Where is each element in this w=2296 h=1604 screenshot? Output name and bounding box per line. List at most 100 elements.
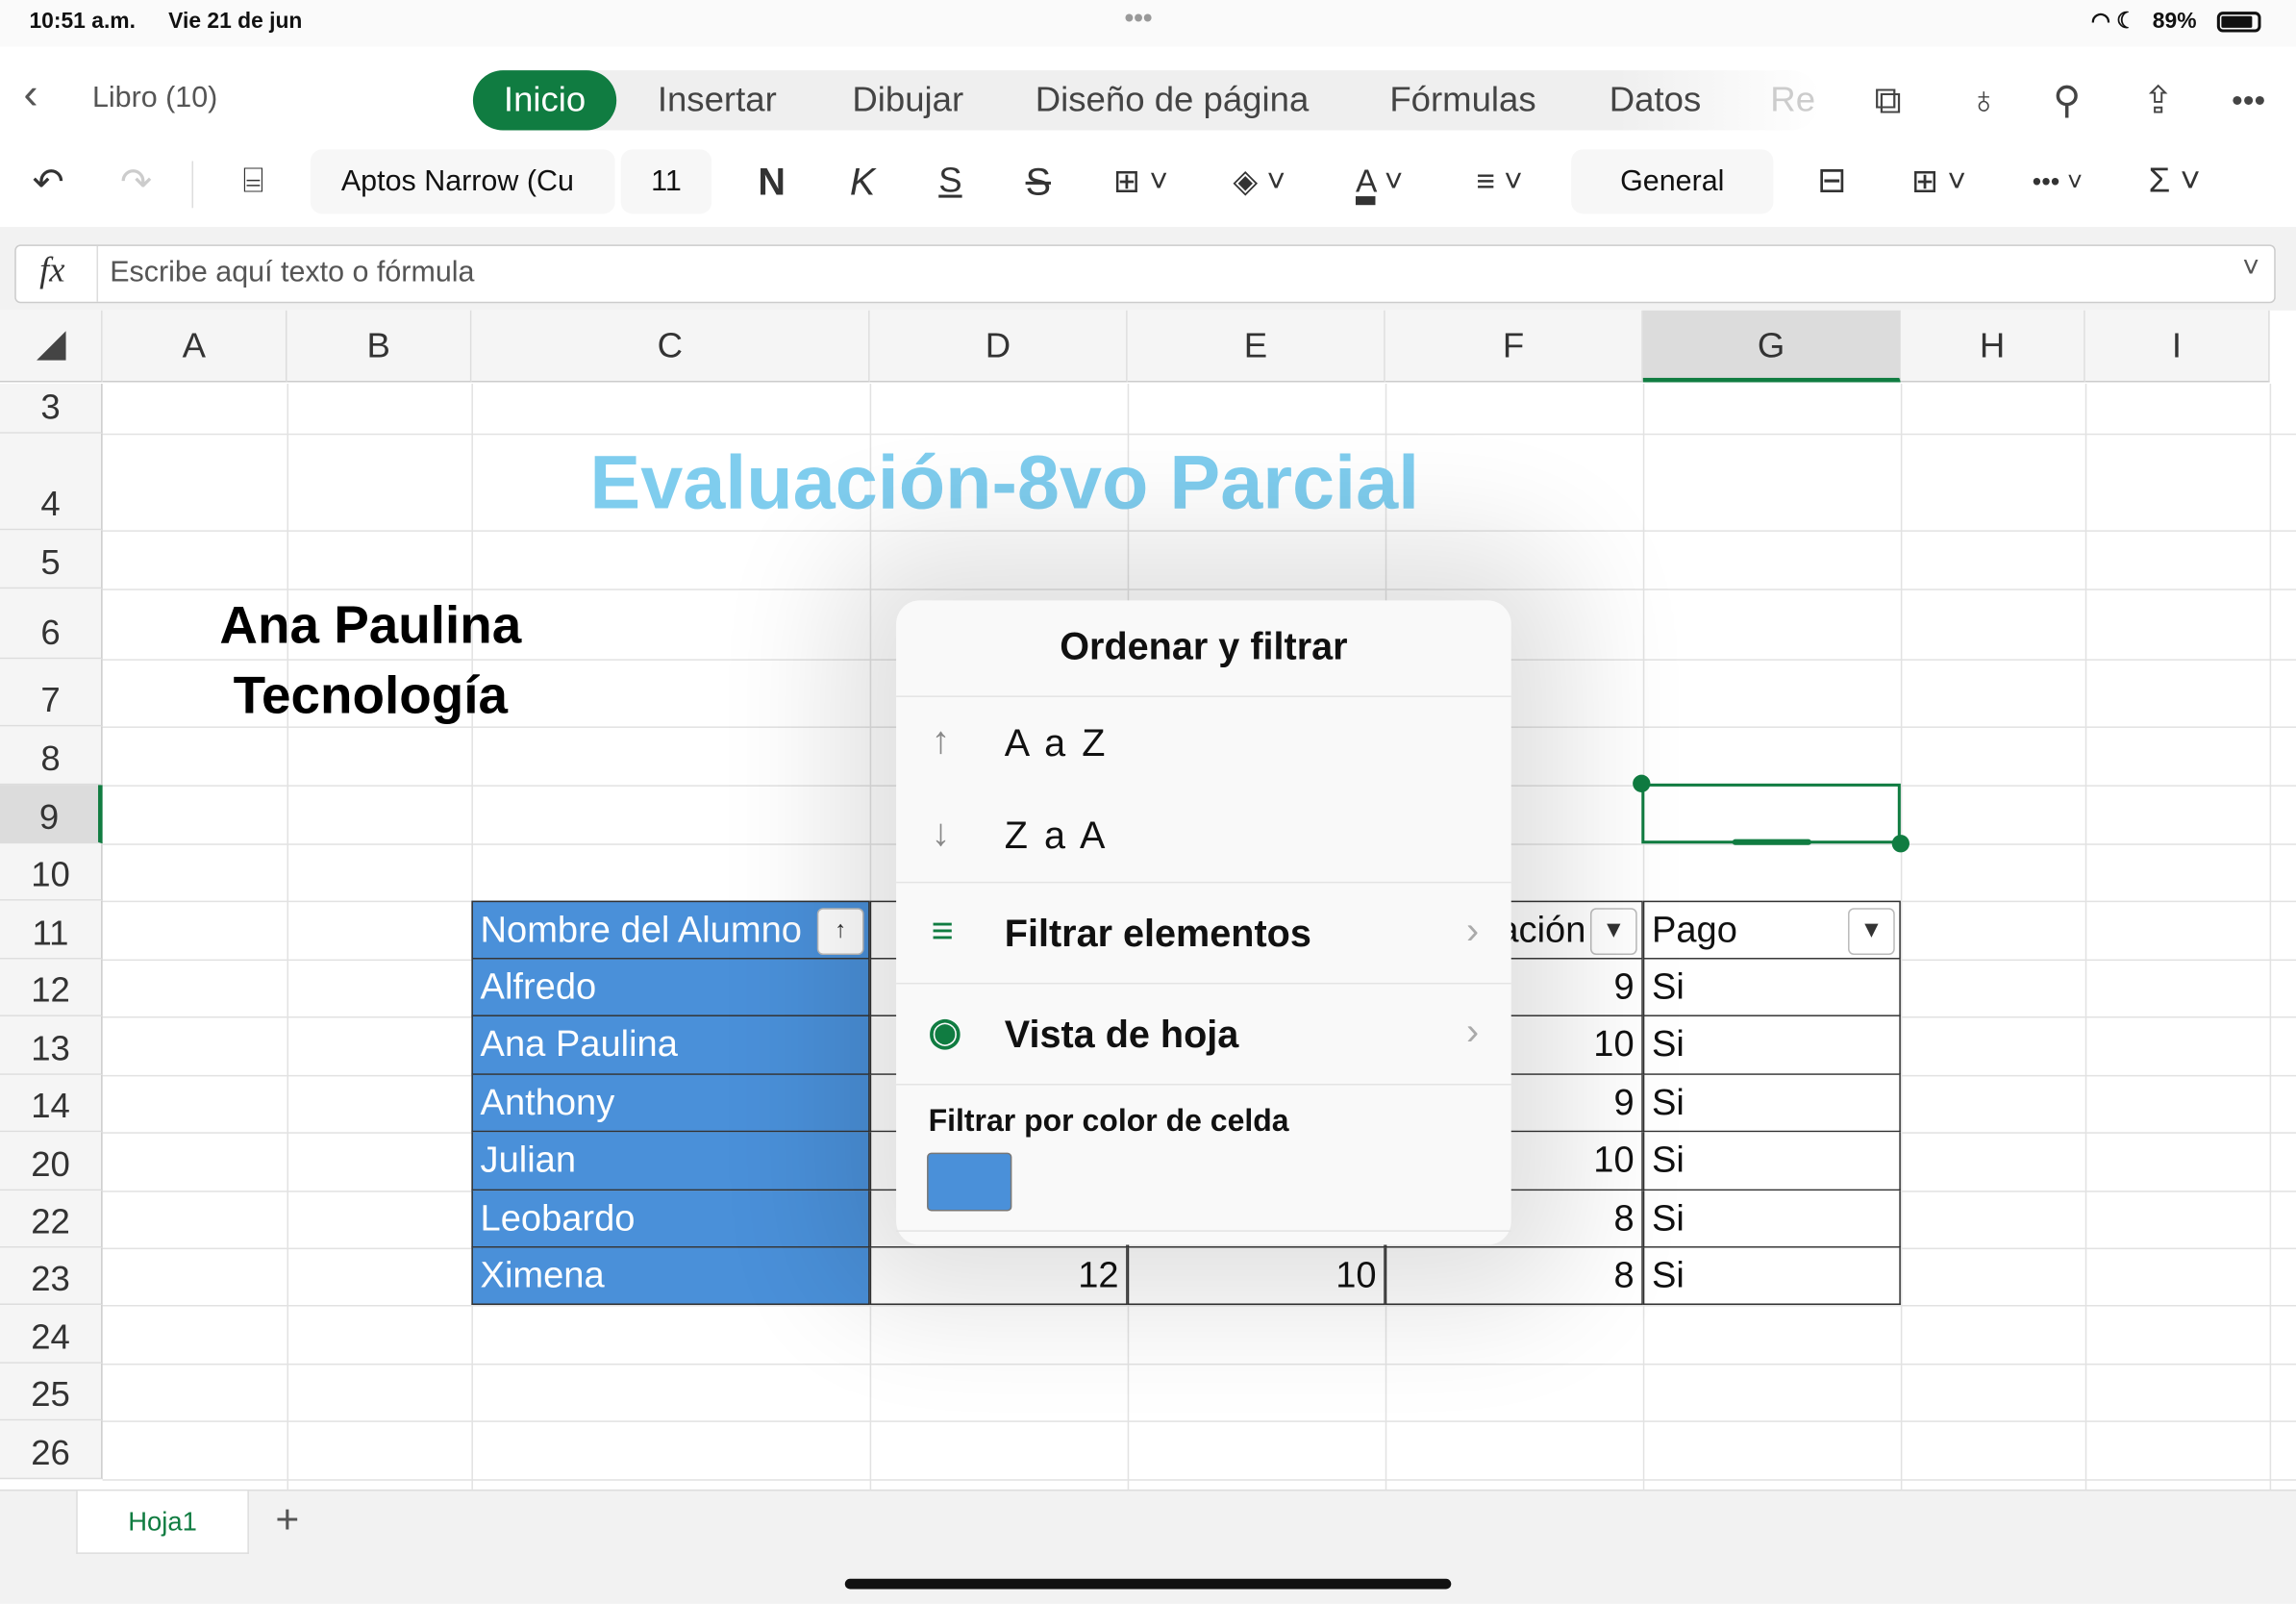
- tab-formulas[interactable]: Fórmulas: [1389, 80, 1536, 120]
- sort-ascending-button[interactable]: ↑: [816, 908, 864, 955]
- gridline: [102, 1363, 2296, 1366]
- multitask-dots-icon[interactable]: •••: [1124, 3, 1153, 33]
- table-cell-G[interactable]: Si: [1642, 1132, 1901, 1191]
- table-cell-E[interactable]: 10: [1127, 1247, 1385, 1305]
- column-header-I[interactable]: I: [2084, 310, 2270, 383]
- row-header-7[interactable]: 7: [0, 659, 103, 727]
- row-header-10[interactable]: 10: [0, 843, 103, 901]
- font-size-select[interactable]: 11: [620, 149, 712, 214]
- redo-icon[interactable]: ↷: [120, 160, 153, 204]
- row-header-12[interactable]: 12: [0, 959, 103, 1016]
- select-all-corner[interactable]: [0, 310, 103, 383]
- tab-dibujar[interactable]: Dibujar: [852, 80, 964, 120]
- row-header-24[interactable]: 24: [0, 1304, 103, 1364]
- table-cell-G[interactable]: Si: [1642, 1247, 1901, 1305]
- table-cell-F[interactable]: 8: [1385, 1247, 1643, 1305]
- row-header-4[interactable]: 4: [0, 433, 103, 531]
- row-header-3[interactable]: 3: [0, 384, 103, 434]
- column-header-E[interactable]: E: [1127, 310, 1385, 383]
- table-cell-C[interactable]: Leobardo: [471, 1190, 870, 1248]
- row-header-11[interactable]: 11: [0, 900, 103, 960]
- column-header-H[interactable]: H: [1900, 310, 2085, 383]
- tab-insertar[interactable]: Insertar: [657, 80, 777, 120]
- tab-diseno-pagina[interactable]: Diseño de página: [1035, 80, 1310, 120]
- column-header-B[interactable]: B: [287, 310, 472, 383]
- row-header-22[interactable]: 22: [0, 1190, 103, 1248]
- filter-dropdown-button[interactable]: ▼: [1589, 908, 1637, 955]
- column-header-A[interactable]: A: [102, 310, 287, 383]
- selection-handle[interactable]: [1891, 835, 1909, 853]
- table-cell-C[interactable]: Anthony: [471, 1074, 870, 1133]
- table-header-G[interactable]: Pago ▼: [1642, 900, 1901, 960]
- table-cell-G[interactable]: Si: [1642, 1190, 1901, 1248]
- table-cell-D[interactable]: 12: [869, 1247, 1128, 1305]
- sort-ascending[interactable]: ↑ A a Z: [896, 717, 1511, 782]
- sheet-title[interactable]: Evaluación-8vo Parcial: [589, 440, 1420, 526]
- table-cell-C[interactable]: Alfredo: [471, 959, 870, 1016]
- table-cell-G[interactable]: Si: [1642, 1015, 1901, 1075]
- table-cell-C[interactable]: Julian: [471, 1132, 870, 1191]
- document-title[interactable]: Libro (10): [91, 82, 218, 114]
- filter-items[interactable]: ≡ Filtrar elementos ›: [896, 908, 1511, 972]
- add-sheet-icon[interactable]: +: [275, 1496, 300, 1542]
- row-header-20[interactable]: 20: [0, 1132, 103, 1191]
- row-header-23[interactable]: 23: [0, 1247, 103, 1305]
- copilot-icon[interactable]: ⧉: [1874, 77, 1902, 122]
- align-icon[interactable]: ≡ ˅: [1476, 163, 1523, 200]
- fill-color-icon[interactable]: ◈ ˅: [1233, 163, 1286, 200]
- tab-inicio[interactable]: Inicio: [472, 70, 617, 131]
- italic-button[interactable]: K: [849, 160, 876, 204]
- column-header-C[interactable]: C: [471, 310, 870, 383]
- row-header-14[interactable]: 14: [0, 1074, 103, 1133]
- selection-handle[interactable]: [1633, 774, 1651, 792]
- table-cell-C[interactable]: Ximena: [471, 1247, 870, 1305]
- selection-grip[interactable]: [1732, 839, 1811, 845]
- row-header-13[interactable]: 13: [0, 1015, 103, 1075]
- undo-icon[interactable]: ↶: [32, 160, 64, 204]
- tab-datos[interactable]: Datos: [1609, 80, 1702, 120]
- number-format-select[interactable]: General: [1571, 149, 1774, 214]
- table-cell-G[interactable]: Si: [1642, 959, 1901, 1016]
- font-name-select[interactable]: Aptos Narrow (Cu: [310, 149, 615, 214]
- color-swatch[interactable]: [927, 1152, 1012, 1212]
- lightbulb-icon[interactable]: ♁: [1969, 77, 1999, 122]
- strikethrough-button[interactable]: S: [1025, 160, 1052, 204]
- back-chevron-icon[interactable]: ‹: [23, 70, 38, 119]
- share-icon[interactable]: ⇪: [2142, 77, 2175, 122]
- row-header-9[interactable]: 9: [0, 785, 103, 844]
- filter-dropdown-button[interactable]: ▼: [1848, 908, 1895, 955]
- bold-button[interactable]: N: [758, 160, 786, 204]
- column-header-D[interactable]: D: [869, 310, 1128, 383]
- font-color-icon[interactable]: A ˅: [1355, 163, 1404, 200]
- row-header-5[interactable]: 5: [0, 530, 103, 589]
- table-cell-G[interactable]: Si: [1642, 1074, 1901, 1133]
- cell-selection[interactable]: [1641, 783, 1901, 844]
- format-painter-icon[interactable]: ⌸: [242, 161, 264, 201]
- sheet-view[interactable]: ◉ Vista de hoja ›: [896, 1009, 1511, 1073]
- formula-input[interactable]: Escribe aquí texto o fórmula: [110, 256, 475, 289]
- row-header-6[interactable]: 6: [0, 589, 103, 660]
- sheet-tab-hoja1[interactable]: Hoja1: [76, 1491, 249, 1554]
- table-format-icon[interactable]: ⊞ ˅: [1910, 163, 1966, 200]
- table-cell-C[interactable]: Ana Paulina: [471, 1015, 870, 1075]
- table-header-C[interactable]: Nombre del Alumno ↑: [471, 900, 870, 960]
- row-header-8[interactable]: 8: [0, 726, 103, 786]
- search-icon[interactable]: ⚲: [2053, 77, 2082, 122]
- expand-chevron-icon[interactable]: ˅: [2242, 251, 2259, 285]
- formula-bar[interactable]: fx Escribe aquí texto o fórmula ˅: [14, 244, 2276, 304]
- tab-revisar[interactable]: Re: [1770, 80, 1816, 120]
- autosum-icon[interactable]: Σ ˅: [2148, 161, 2201, 201]
- underline-button[interactable]: S: [938, 161, 962, 201]
- more-tools-icon[interactable]: ••• ˅: [2032, 166, 2084, 197]
- cell-styles-icon[interactable]: ⊟: [1816, 161, 1847, 201]
- more-icon[interactable]: •••: [2232, 82, 2266, 119]
- filter-icon: ≡: [931, 908, 954, 952]
- sort-descending[interactable]: ↓ Z a A: [896, 810, 1511, 874]
- borders-icon[interactable]: ⊞ ˅: [1112, 163, 1168, 200]
- student-name-cell[interactable]: Ana Paulina: [219, 594, 522, 655]
- row-header-26[interactable]: 26: [0, 1420, 103, 1480]
- column-header-F[interactable]: F: [1385, 310, 1643, 383]
- column-header-G[interactable]: G: [1642, 310, 1901, 383]
- row-header-25[interactable]: 25: [0, 1363, 103, 1421]
- subject-cell[interactable]: Tecnología: [233, 664, 508, 725]
